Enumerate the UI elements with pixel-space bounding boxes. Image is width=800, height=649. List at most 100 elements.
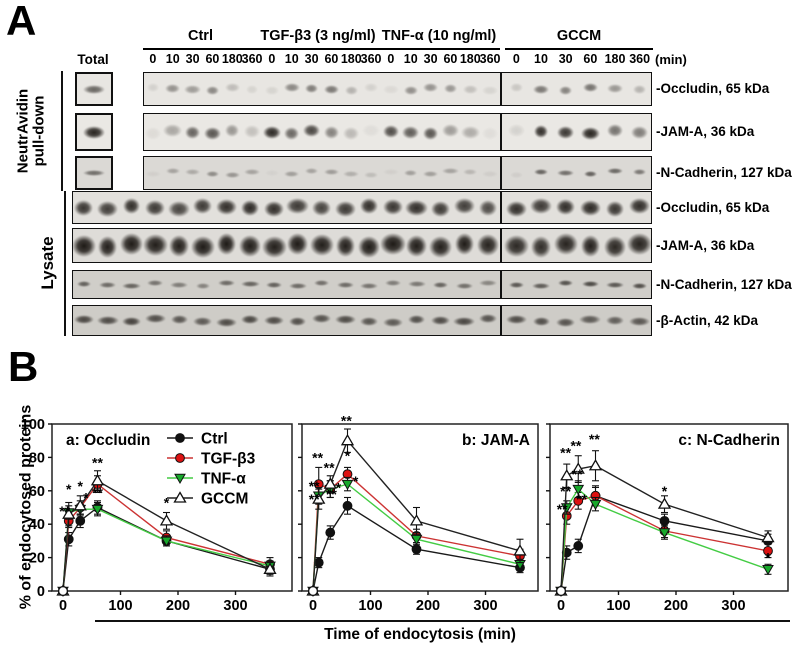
data-point-TNF-α (560, 503, 573, 514)
protein-band (203, 126, 222, 140)
protein-band (218, 279, 235, 286)
significance-mark: ** (59, 503, 70, 519)
protein-band (408, 314, 426, 324)
time-point-label: 0 (387, 52, 395, 66)
protein-band (263, 201, 285, 218)
protein-band (266, 282, 282, 289)
protein-band (453, 198, 476, 215)
x-tick-label: 0 (59, 598, 67, 614)
protein-band (358, 236, 381, 259)
time-point-label: 360 (360, 52, 382, 66)
protein-band (579, 200, 602, 217)
protein-band (146, 82, 160, 92)
data-point-GCCM (340, 433, 355, 446)
time-point-label: 360 (479, 52, 501, 66)
data-point-TNF-α (589, 499, 602, 511)
protein-band (606, 83, 624, 93)
protein-band (401, 126, 420, 140)
protein-band (582, 280, 599, 287)
protein-band (605, 282, 625, 289)
time-point-label: 30 (185, 52, 200, 66)
protein-band (122, 198, 141, 215)
time-point-label: 60 (324, 52, 339, 66)
blot-box-pulldown (143, 72, 652, 106)
data-point-TNF-α (410, 534, 423, 546)
data-point-GCCM (90, 473, 105, 486)
data-point-TNF-α (762, 564, 774, 576)
significance-mark: * (345, 448, 351, 464)
protein-band (167, 200, 191, 217)
protein-band (509, 83, 524, 93)
panel-b-label: B (8, 343, 39, 390)
protein-band (479, 314, 498, 324)
significance-mark: * (78, 478, 84, 494)
protein-band (632, 85, 647, 95)
protein-band (195, 282, 210, 289)
protein-band (533, 168, 549, 175)
protein-band (433, 282, 448, 289)
x-tick-label: 100 (606, 598, 630, 614)
protein-band (533, 84, 549, 94)
protein-band (382, 198, 404, 215)
significance-mark: ** (341, 414, 352, 429)
data-point-Ctrl (325, 527, 336, 538)
blot-gccm-divider (500, 156, 502, 190)
protein-band (383, 124, 399, 138)
protein-band (629, 198, 650, 215)
series-line-GCCM (560, 465, 769, 592)
protein-band (481, 86, 499, 96)
x-tick-label: 300 (721, 598, 745, 614)
significance-mark: * (662, 483, 668, 499)
protein-band (479, 199, 498, 216)
treatment-group-header: TNF-α (10 ng/ml) (378, 28, 500, 50)
protein-band (360, 197, 379, 214)
total-lane-box (75, 113, 113, 151)
protein-band (583, 171, 598, 178)
protein-band (444, 83, 457, 93)
y-tick-label: 40 (29, 517, 45, 533)
protein-band (482, 126, 498, 140)
total-protein-band (83, 84, 105, 94)
protein-band (72, 234, 96, 257)
protein-band (383, 168, 399, 175)
protein-band (206, 170, 219, 177)
protein-band (430, 316, 451, 325)
data-point-GCCM (657, 497, 672, 509)
protein-band (532, 316, 550, 326)
protein-band (96, 316, 119, 325)
protein-band (456, 283, 473, 290)
time-point-label: 30 (304, 52, 319, 66)
protein-band (99, 282, 116, 289)
series-line-GCCM (62, 479, 271, 592)
data-point-Ctrl (75, 515, 86, 526)
protein-band (334, 315, 357, 325)
blot-gccm-divider (500, 113, 502, 151)
protein-band (553, 233, 578, 256)
protein-band (428, 235, 453, 258)
blot-target-label: -Occludin, 65 kDa (656, 81, 770, 96)
protein-band (555, 317, 576, 327)
blot-gccm-divider (500, 270, 502, 299)
time-point-label: 180 (340, 52, 362, 66)
protein-band (239, 234, 262, 257)
pulldown-bracket (61, 71, 63, 191)
protein-band (305, 168, 318, 175)
protein-band (184, 85, 201, 95)
protein-band (74, 200, 94, 217)
protein-band (241, 200, 260, 217)
protein-band (147, 280, 163, 287)
data-point-GCCM (761, 530, 775, 543)
protein-band (97, 235, 118, 258)
significance-mark: * (164, 495, 170, 511)
protein-band (506, 315, 527, 325)
y-tick-label: 60 (29, 484, 45, 500)
lysate-side-label: Lysate (38, 236, 58, 290)
protein-band (530, 236, 552, 259)
treatment-group-header: GCCM (505, 28, 653, 50)
protein-band (309, 233, 334, 256)
protein-band (476, 233, 500, 256)
panel-a-label: A (6, 0, 37, 44)
protein-band (324, 169, 339, 176)
